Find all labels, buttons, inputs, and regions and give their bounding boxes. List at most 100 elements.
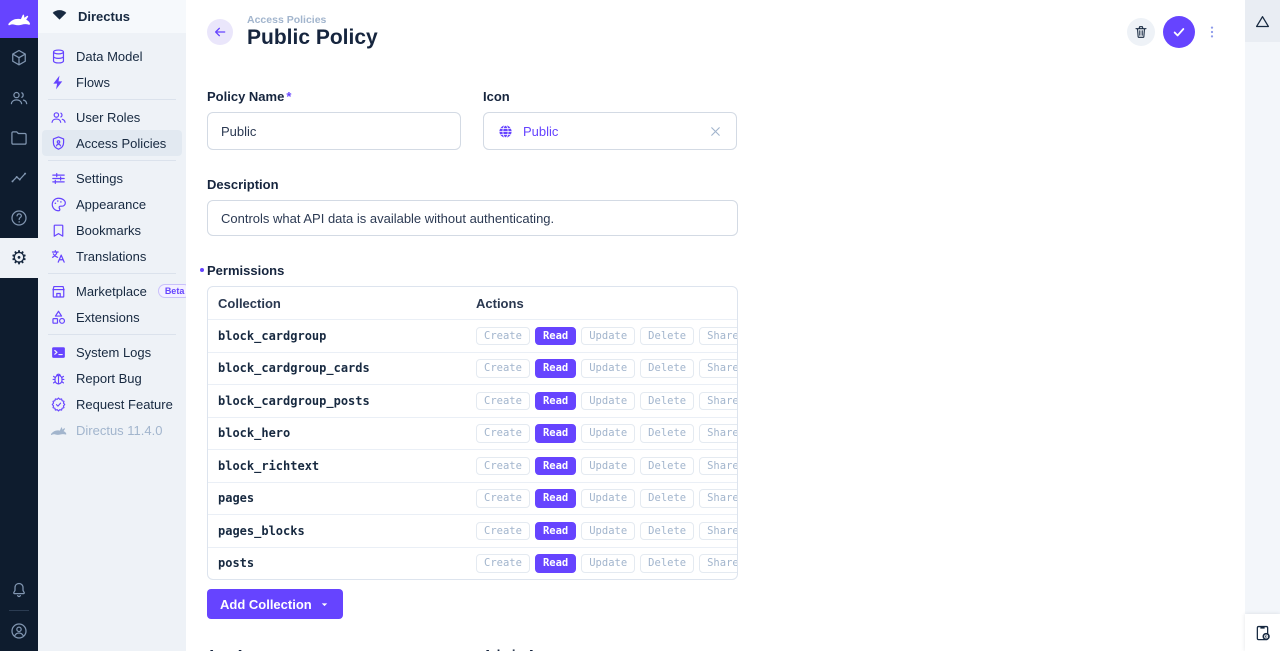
action-chip-update[interactable]: Update	[581, 554, 636, 573]
action-chip-share[interactable]: Share	[699, 456, 737, 475]
clear-icon[interactable]	[708, 124, 723, 139]
action-chip-share[interactable]: Share	[699, 391, 737, 410]
action-chip-share[interactable]: Share	[699, 554, 737, 573]
collection-name: block_cardgroup_posts	[218, 393, 370, 408]
insights-icon	[9, 168, 29, 188]
action-chip-create[interactable]: Create	[476, 359, 530, 378]
required-asterisk: *	[286, 89, 292, 104]
module-bar-spacer	[0, 278, 38, 570]
sidebar-item-user-roles[interactable]: User Roles	[42, 104, 182, 130]
module-settings[interactable]: ⚙	[0, 238, 38, 278]
action-chip-delete[interactable]: Delete	[640, 391, 695, 410]
action-chip-create[interactable]: Create	[476, 521, 530, 540]
action-chip-delete[interactable]: Delete	[640, 489, 695, 508]
action-chip-share[interactable]: Share	[699, 521, 737, 540]
description-field: Description	[207, 177, 738, 236]
action-chip-update[interactable]: Update	[581, 326, 636, 345]
sidebar-item-translations[interactable]: Translations	[42, 243, 182, 269]
module-help[interactable]	[0, 198, 38, 238]
back-button[interactable]	[207, 19, 233, 45]
sidebar-item-system-logs[interactable]: System Logs	[42, 339, 182, 365]
admin-access-label: Admin Access	[483, 647, 737, 651]
action-chip-update[interactable]: Update	[581, 424, 636, 443]
version-label: Directus 11.4.0	[76, 422, 163, 438]
permission-row: block_cardgroup_posts Create Read Update Del…	[208, 384, 737, 417]
sidebar-expand-button[interactable]	[1245, 0, 1280, 42]
breadcrumb[interactable]: Access Policies	[247, 14, 327, 27]
action-chip-create[interactable]: Create	[476, 554, 530, 573]
policy-name-input[interactable]	[221, 123, 447, 139]
icon-input[interactable]: Public	[483, 112, 737, 150]
globe-icon	[497, 123, 514, 140]
action-chip-update[interactable]: Update	[581, 489, 636, 508]
arrow-left-icon	[212, 24, 228, 40]
action-chip-read[interactable]: Read	[534, 521, 577, 540]
permission-row: posts Create Read Update Delete Share	[208, 546, 737, 580]
directus-logo[interactable]	[0, 0, 38, 38]
action-chip-update[interactable]: Update	[581, 456, 636, 475]
sidebar-item-bookmarks[interactable]: Bookmarks	[42, 217, 182, 243]
action-chip-share[interactable]: Share	[699, 326, 737, 345]
action-chip-delete[interactable]: Delete	[640, 424, 695, 443]
sidebar-item-appearance[interactable]: Appearance	[42, 191, 182, 217]
add-collection-label: Add Collection	[220, 596, 312, 612]
action-chip-update[interactable]: Update	[581, 391, 636, 410]
box-icon	[9, 48, 29, 68]
sidebar-item-access-policies[interactable]: Access Policies	[42, 130, 182, 156]
collection-name: block_cardgroup_cards	[218, 361, 370, 376]
app-access-field: App Access	[207, 647, 461, 651]
action-chip-read[interactable]: Read	[534, 326, 577, 345]
action-chip-delete[interactable]: Delete	[640, 521, 695, 540]
sidebar-item-request-feature[interactable]: Request Feature	[42, 391, 182, 417]
sidebar-item-flows[interactable]: Flows	[42, 69, 182, 95]
action-chip-read[interactable]: Read	[534, 489, 577, 508]
action-chip-update[interactable]: Update	[581, 359, 636, 378]
sidebar-item-marketplace[interactable]: Marketplace Beta	[42, 278, 186, 304]
action-chip-update[interactable]: Update	[581, 521, 636, 540]
action-chip-create[interactable]: Create	[476, 424, 530, 443]
bolt-icon	[50, 74, 67, 91]
permissions-table-header: Collection Actions	[208, 287, 737, 319]
policy-name-field: Policy Name *	[207, 89, 461, 150]
sidebar-item-report-bug[interactable]: Report Bug	[42, 365, 182, 391]
more-options-button[interactable]	[1203, 18, 1221, 46]
folder-icon	[9, 128, 29, 148]
action-chip-create[interactable]: Create	[476, 391, 530, 410]
sidebar-version: Directus 11.4.0	[42, 417, 182, 443]
action-chip-read[interactable]: Read	[534, 359, 577, 378]
sidebar-item-extensions[interactable]: Extensions	[42, 304, 182, 330]
module-files[interactable]	[0, 118, 38, 158]
action-chip-read[interactable]: Read	[534, 554, 577, 573]
page-header: Access Policies Public Policy	[186, 0, 1245, 64]
sidebar-item-settings[interactable]: Settings	[42, 165, 182, 191]
account-button[interactable]	[0, 611, 38, 651]
policy-name-label: Policy Name *	[207, 89, 292, 104]
action-chip-delete[interactable]: Delete	[640, 326, 695, 345]
action-chip-share[interactable]: Share	[699, 424, 737, 443]
help-icon	[9, 208, 29, 228]
action-chip-share[interactable]: Share	[699, 359, 737, 378]
save-button[interactable]	[1163, 16, 1195, 48]
clipboard-overlay[interactable]	[1245, 614, 1280, 651]
add-collection-button[interactable]: Add Collection	[207, 589, 343, 619]
action-chip-create[interactable]: Create	[476, 326, 530, 345]
action-chip-read[interactable]: Read	[534, 424, 577, 443]
module-users[interactable]	[0, 78, 38, 118]
action-chip-create[interactable]: Create	[476, 489, 530, 508]
sidebar-item-data-model[interactable]: Data Model	[42, 43, 182, 69]
action-chip-create[interactable]: Create	[476, 456, 530, 475]
delete-button[interactable]	[1127, 18, 1155, 46]
notifications-button[interactable]	[0, 570, 38, 610]
action-chip-read[interactable]: Read	[534, 391, 577, 410]
project-header[interactable]: Directus	[38, 0, 186, 33]
action-chip-delete[interactable]: Delete	[640, 359, 695, 378]
action-chip-read[interactable]: Read	[534, 456, 577, 475]
action-chip-delete[interactable]: Delete	[640, 456, 695, 475]
module-content[interactable]	[0, 38, 38, 78]
sidebar-item-label: Data Model	[76, 48, 143, 64]
module-insights[interactable]	[0, 158, 38, 198]
column-header-collection: Collection	[218, 295, 281, 311]
description-input[interactable]	[221, 210, 724, 226]
action-chip-delete[interactable]: Delete	[640, 554, 695, 573]
action-chip-share[interactable]: Share	[699, 489, 737, 508]
